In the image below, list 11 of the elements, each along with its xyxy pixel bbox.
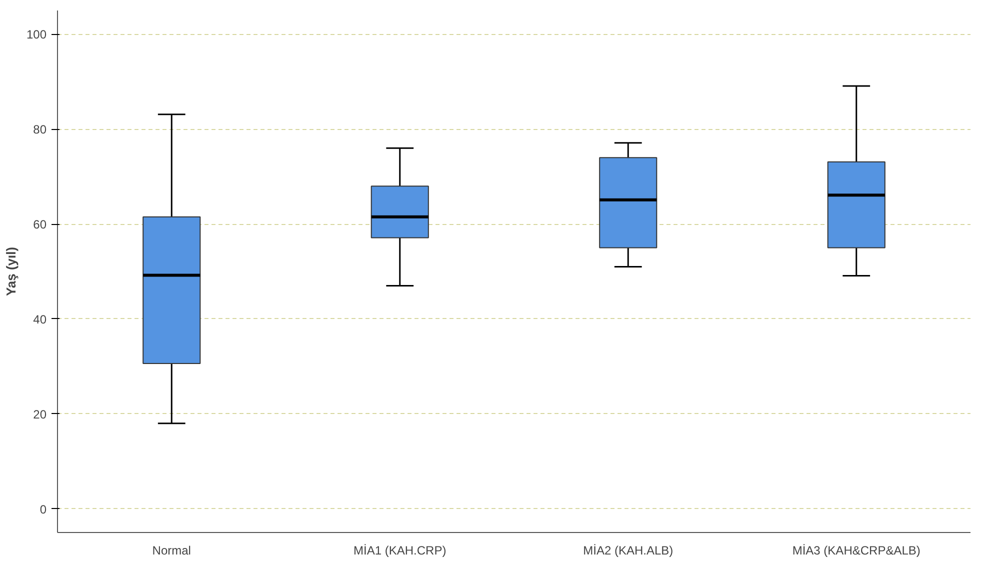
y-tick-label: 60	[33, 218, 47, 232]
y-tick-label: 0	[40, 502, 47, 516]
y-tick-label: 80	[33, 122, 47, 137]
y-tick-label: 100	[26, 28, 47, 42]
x-tick-label: MİA3 (KAH&CRP&ALB)	[792, 544, 920, 558]
x-tick-label: MİA1 (KAH.CRP)	[354, 544, 446, 558]
y-tick-label: 40	[33, 312, 47, 326]
x-tick-label: MİA2 (KAH.ALB)	[583, 544, 674, 558]
y-axis-title: Yaş (yıl)	[3, 246, 18, 296]
y-tick-label: 20	[33, 407, 47, 422]
x-tick-label: Normal	[152, 544, 191, 558]
